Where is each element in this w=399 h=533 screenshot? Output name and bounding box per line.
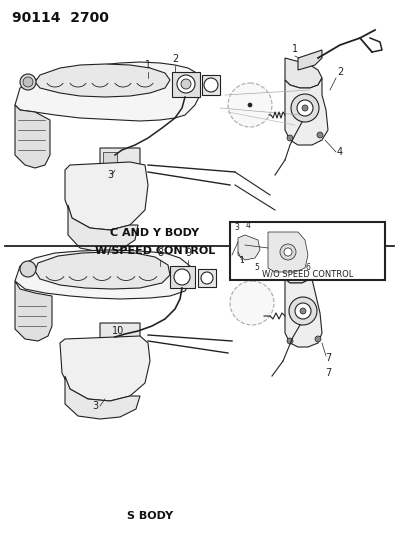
- Text: 4: 4: [245, 221, 251, 230]
- Polygon shape: [100, 148, 140, 180]
- Text: 10: 10: [112, 326, 124, 336]
- Text: C AND Y BODY: C AND Y BODY: [111, 228, 200, 238]
- Circle shape: [23, 77, 33, 87]
- Text: 1: 1: [145, 60, 151, 70]
- Polygon shape: [285, 256, 312, 283]
- Circle shape: [20, 74, 36, 90]
- Circle shape: [177, 75, 195, 93]
- Circle shape: [297, 100, 313, 116]
- Text: 8: 8: [157, 248, 163, 258]
- Text: 3: 3: [235, 223, 239, 232]
- Circle shape: [317, 132, 323, 138]
- Text: 1: 1: [240, 256, 244, 265]
- Circle shape: [302, 105, 308, 111]
- Circle shape: [289, 297, 317, 325]
- Polygon shape: [15, 250, 192, 299]
- Text: 8: 8: [279, 248, 285, 258]
- Polygon shape: [15, 281, 52, 341]
- Circle shape: [228, 83, 272, 127]
- Circle shape: [280, 244, 296, 260]
- Circle shape: [248, 103, 252, 107]
- Circle shape: [181, 79, 191, 89]
- Polygon shape: [298, 50, 322, 70]
- Polygon shape: [35, 64, 170, 97]
- Text: 6: 6: [306, 263, 310, 272]
- Text: 7: 7: [325, 353, 331, 363]
- Text: 2: 2: [337, 67, 343, 77]
- Polygon shape: [68, 205, 138, 252]
- Polygon shape: [285, 58, 322, 88]
- Polygon shape: [238, 235, 260, 260]
- Text: 9: 9: [185, 248, 191, 258]
- Circle shape: [287, 135, 293, 141]
- Circle shape: [204, 78, 218, 92]
- Bar: [202, 75, 220, 95]
- Circle shape: [284, 248, 292, 256]
- Bar: [170, 266, 195, 288]
- Circle shape: [295, 303, 311, 319]
- Text: 4: 4: [337, 147, 343, 157]
- Polygon shape: [60, 336, 150, 401]
- Polygon shape: [15, 105, 50, 168]
- Circle shape: [174, 269, 190, 285]
- Text: S BODY: S BODY: [127, 511, 173, 521]
- Polygon shape: [65, 162, 148, 230]
- Polygon shape: [100, 323, 140, 354]
- Text: 5: 5: [255, 263, 259, 272]
- Circle shape: [300, 308, 306, 314]
- Circle shape: [201, 272, 213, 284]
- Circle shape: [291, 94, 319, 122]
- Polygon shape: [65, 376, 140, 419]
- Bar: [230, 222, 385, 280]
- Text: 3: 3: [92, 401, 98, 411]
- Polygon shape: [285, 78, 328, 145]
- Text: 1: 1: [292, 44, 298, 54]
- Bar: [172, 72, 200, 97]
- Text: 90114  2700: 90114 2700: [12, 11, 109, 25]
- Polygon shape: [285, 279, 322, 347]
- Polygon shape: [35, 252, 170, 289]
- Circle shape: [20, 261, 36, 277]
- Circle shape: [315, 336, 321, 342]
- Text: W/O SPEED CONTROL: W/O SPEED CONTROL: [262, 270, 353, 279]
- Text: 2: 2: [172, 54, 178, 64]
- Text: 3: 3: [107, 170, 113, 180]
- Bar: [103, 152, 117, 174]
- Text: 9: 9: [290, 241, 296, 251]
- Text: W/SPEED CONTROL: W/SPEED CONTROL: [95, 246, 215, 256]
- Polygon shape: [15, 62, 200, 121]
- Circle shape: [230, 281, 274, 325]
- Bar: [198, 269, 216, 287]
- Circle shape: [287, 338, 293, 344]
- Polygon shape: [268, 232, 308, 272]
- Text: 7: 7: [325, 368, 331, 378]
